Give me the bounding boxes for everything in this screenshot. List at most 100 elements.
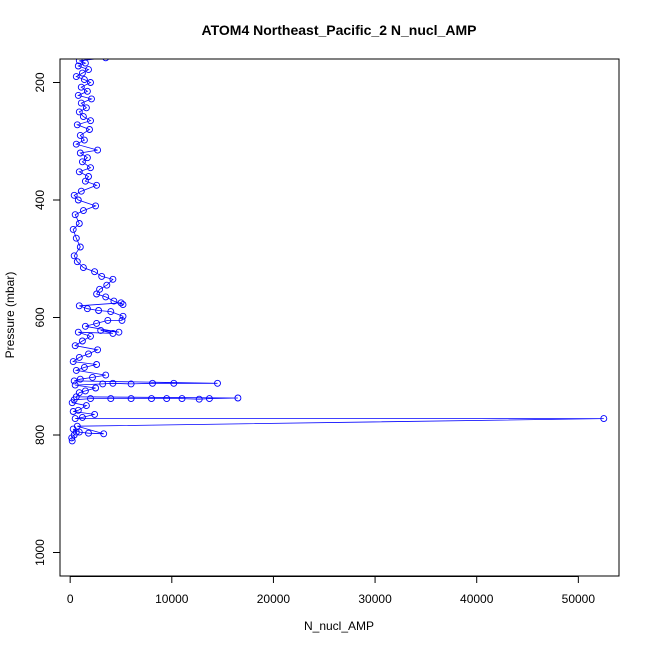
data-point — [86, 126, 93, 133]
y-tick-label: 400 — [33, 190, 47, 210]
data-point — [74, 62, 82, 70]
data-point — [92, 384, 100, 392]
data-point — [110, 297, 118, 305]
data-point — [75, 220, 83, 227]
data-point — [83, 154, 91, 162]
data-point — [109, 275, 117, 283]
data-point — [195, 395, 203, 403]
x-axis-label: N_nucl_AMP — [304, 619, 374, 633]
data-point — [77, 187, 85, 195]
data-point — [119, 312, 127, 320]
x-tick-label: 20000 — [257, 592, 291, 606]
data-point — [74, 91, 82, 99]
data-point — [205, 395, 213, 403]
y-axis-label: Pressure (mbar) — [3, 272, 17, 359]
data-point — [148, 395, 155, 403]
data-point — [102, 293, 110, 301]
data-point — [81, 387, 89, 395]
data-point — [75, 108, 83, 116]
data-point — [103, 281, 111, 289]
data-point — [127, 395, 135, 403]
data-point — [75, 59, 83, 65]
data-point — [68, 437, 76, 445]
x-tick-label: 40000 — [460, 592, 494, 606]
data-point — [85, 173, 92, 180]
data-point — [71, 342, 79, 350]
data-point — [87, 164, 94, 172]
data-point — [70, 377, 78, 385]
data-point — [91, 268, 99, 276]
data-point — [75, 428, 83, 436]
plot-area — [68, 59, 608, 445]
data-point — [96, 285, 104, 293]
data-point — [75, 353, 83, 361]
data-point — [87, 395, 94, 403]
data-point — [81, 59, 89, 67]
data-point — [75, 389, 83, 397]
data-point — [163, 395, 171, 403]
data-point — [97, 326, 105, 334]
data-point — [77, 99, 85, 107]
data-point — [83, 87, 91, 95]
data-point — [69, 358, 77, 366]
data-point — [78, 413, 86, 421]
data-point — [149, 379, 156, 387]
data-point — [69, 408, 77, 415]
data-point — [76, 149, 84, 157]
data-point — [85, 429, 92, 437]
data-point — [214, 379, 221, 387]
data-point — [77, 83, 85, 91]
x-tick-label: 30000 — [358, 592, 392, 606]
data-point — [93, 181, 101, 189]
x-tick-label: 10000 — [155, 592, 189, 606]
data-point — [87, 117, 94, 125]
data-point — [82, 402, 90, 410]
chart-title: ATOM4 Northeast_Pacific_2 N_nucl_AMP — [202, 22, 477, 38]
data-point — [93, 361, 101, 368]
x-axis: 0 10000 20000 30000 40000 50000 — [67, 576, 595, 606]
data-point — [91, 410, 99, 418]
data-point — [88, 95, 95, 103]
data-point — [93, 319, 101, 327]
data-point — [78, 158, 86, 166]
data-point — [87, 79, 94, 86]
data-point — [98, 272, 106, 280]
data-point — [73, 121, 81, 129]
data-point — [73, 258, 81, 266]
data-point — [71, 211, 79, 219]
data-point — [87, 332, 94, 340]
data-point — [118, 316, 126, 324]
y-tick-label: 200 — [33, 72, 47, 92]
y-tick-label: 800 — [33, 425, 47, 445]
x-tick-label: 0 — [67, 592, 74, 606]
y-tick-label: 1000 — [33, 539, 47, 566]
data-point — [74, 196, 82, 204]
data-point — [234, 394, 242, 402]
data-point — [76, 243, 84, 251]
data-point — [79, 113, 87, 121]
data-point — [109, 379, 117, 387]
data-point — [80, 363, 88, 371]
data-point — [72, 73, 80, 81]
data-point — [80, 136, 88, 144]
data-point — [85, 66, 92, 74]
data-point — [78, 69, 86, 77]
data-point — [170, 379, 178, 387]
data-point — [70, 252, 78, 260]
data-point — [117, 299, 125, 307]
data-point — [74, 406, 82, 414]
data-point — [74, 328, 82, 336]
data-point — [102, 371, 110, 379]
data-point — [107, 395, 115, 403]
data-point — [75, 168, 83, 176]
data-point — [119, 301, 127, 309]
data-point — [99, 380, 107, 388]
data-point — [73, 422, 81, 430]
data-point — [115, 328, 123, 336]
y-axis: 200 400 600 800 1000 — [33, 72, 60, 566]
data-point — [79, 264, 87, 272]
data-point — [178, 395, 186, 403]
data-point — [80, 76, 88, 84]
data-point — [100, 430, 108, 438]
